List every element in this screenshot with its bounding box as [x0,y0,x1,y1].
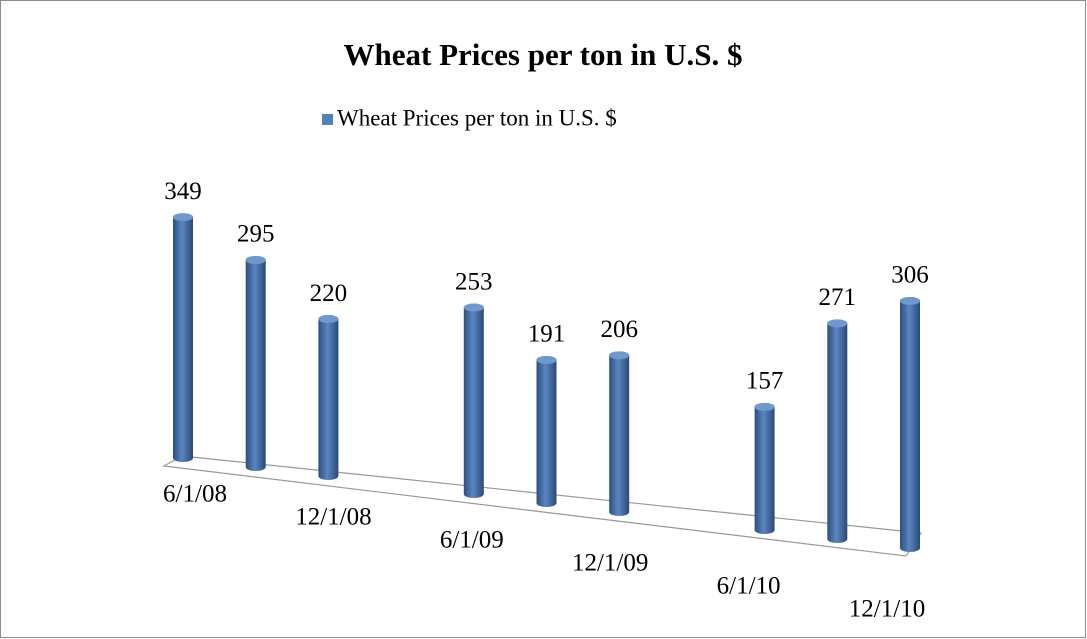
bar [536,356,557,507]
data-label: 206 [600,316,638,343]
bar-cap [173,213,193,222]
bar-cap [609,351,630,360]
data-label: 253 [455,268,493,295]
x-tick-label: 6/1/10 [717,573,781,600]
data-label: 306 [891,262,929,289]
bar [318,315,339,480]
bar [827,319,848,543]
x-tick-label: 12/1/10 [849,596,925,623]
bar-cap [536,356,557,365]
bar [900,296,920,552]
bar-cap [245,255,266,264]
x-tick-label: 12/1/08 [295,504,371,531]
bar-cap [463,303,484,312]
bar [754,402,775,534]
data-label: 157 [746,368,784,395]
chart-title: Wheat Prices per ton in U.S. $ [344,37,743,72]
legend-label: Wheat Prices per ton in U.S. $ [337,105,617,130]
bar-cap [754,402,775,411]
x-tick-label: 12/1/09 [572,550,648,577]
bar [609,351,630,516]
data-label: 295 [237,221,275,248]
x-tick-label: 6/1/09 [440,527,504,554]
legend-swatch [322,114,333,125]
x-tick-label: 6/1/08 [163,481,227,508]
data-label: 349 [164,178,202,205]
bar [245,255,266,471]
bar-cap [318,315,339,324]
bar [173,213,193,462]
data-label: 271 [819,284,857,311]
bar-cap [900,296,920,305]
bar-cap [827,319,848,328]
data-label: 220 [310,280,348,307]
bar [463,303,484,498]
data-label: 191 [528,321,566,348]
